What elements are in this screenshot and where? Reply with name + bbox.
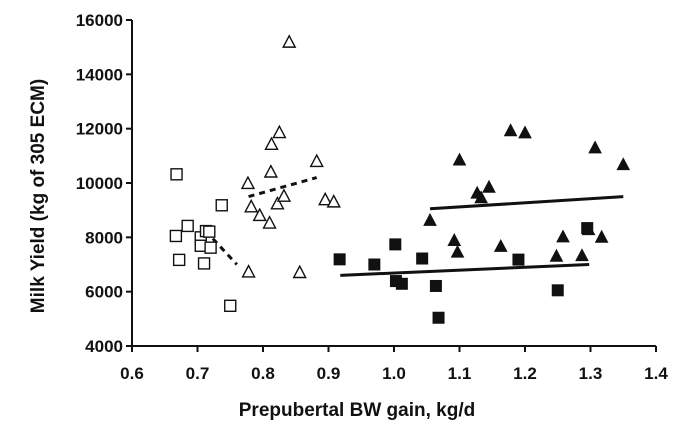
filled-square-point [512, 253, 525, 266]
x-tick-label: 1.3 [579, 364, 603, 383]
filled-triangle-point [588, 140, 602, 154]
y-tick-label: 10000 [76, 174, 123, 193]
open-triangle-point [272, 124, 287, 139]
open-square-point [215, 199, 228, 212]
y-tick-label: 12000 [76, 120, 123, 139]
open-triangle-point [252, 207, 267, 222]
dashed-trend-line [248, 176, 318, 199]
x-tick-label: 0.6 [120, 364, 144, 383]
open-triangle-point [318, 191, 333, 206]
y-tick-label: 8000 [85, 228, 123, 247]
filled-triangle-point [452, 152, 467, 166]
filled-triangle-point [518, 125, 532, 139]
y-tick-label: 4000 [85, 337, 123, 356]
filled-triangle-point [447, 233, 462, 246]
open-square-point [169, 229, 183, 243]
filled-square-point [389, 238, 402, 251]
open-square-point [172, 253, 186, 267]
y-tick-label: 6000 [85, 283, 123, 302]
open-triangle-point [263, 164, 279, 178]
filled-triangle-point [581, 222, 596, 236]
open-triangle-point [244, 198, 259, 213]
trend-lines [204, 176, 624, 277]
filled-square-point [333, 253, 346, 266]
filled-square-point [416, 252, 429, 265]
filled-triangle-point [450, 244, 465, 258]
y-axis-title: Milk Yield (kg of 305 ECM) [28, 79, 49, 313]
filled-square-point [429, 279, 442, 292]
filled-square-point [395, 277, 408, 290]
open-triangle-point [309, 153, 324, 168]
filled-triangle-point [594, 229, 609, 243]
axes [126, 19, 657, 352]
y-tick-label: 16000 [76, 11, 123, 30]
filled-triangle-point [503, 123, 518, 137]
open-triangle-point [262, 215, 277, 229]
solid-trend-line [429, 195, 624, 211]
filled-triangle-point [474, 190, 488, 204]
open-triangle-point [282, 34, 297, 48]
filled-triangle-point [482, 179, 496, 193]
x-tick-label: 1.0 [382, 364, 406, 383]
filled-triangle-point [575, 248, 589, 262]
filled-square-point [368, 258, 381, 271]
open-triangle-point [326, 194, 341, 208]
y-tick-label: 14000 [76, 65, 123, 84]
tick-labels: 0.6 0.7 0.8 0.9 1.0 1.1 1.2 1.3 1.4 4000 6000 8000 1… [76, 11, 669, 383]
open-square-point [224, 299, 237, 312]
x-tick-label: 0.9 [317, 364, 341, 383]
open-triangle-point [276, 188, 292, 202]
open-square-point [181, 219, 194, 233]
x-tick-label: 0.7 [186, 364, 210, 383]
open-square-point [204, 241, 217, 254]
x-tick-label: 1.2 [513, 364, 537, 383]
dashed-trend-line [204, 229, 238, 266]
solid-trend-line [340, 263, 590, 277]
open-triangle-point [292, 264, 307, 279]
open-square-point [170, 168, 183, 181]
open-triangle-point [240, 175, 256, 190]
x-tick-label: 1.4 [644, 364, 668, 383]
open-square-point [197, 257, 211, 270]
filled-triangle-point [493, 239, 508, 252]
filled-triangle-point [556, 229, 570, 243]
filled-triangle-point [423, 212, 437, 226]
filled-square-point [551, 284, 564, 297]
x-tick-label: 1.1 [448, 364, 472, 383]
open-triangle-point [270, 195, 285, 210]
filled-square-point [432, 311, 445, 324]
x-axis-title: Prepubertal BW gain, kg/d [239, 400, 475, 421]
filled-triangle-point [549, 248, 564, 262]
open-square-point [203, 225, 216, 238]
filled-triangle-point [616, 157, 631, 171]
open-triangle-point [241, 264, 256, 278]
data-points [169, 34, 631, 324]
x-tick-label: 0.8 [251, 364, 275, 383]
open-triangle-point [264, 136, 279, 150]
